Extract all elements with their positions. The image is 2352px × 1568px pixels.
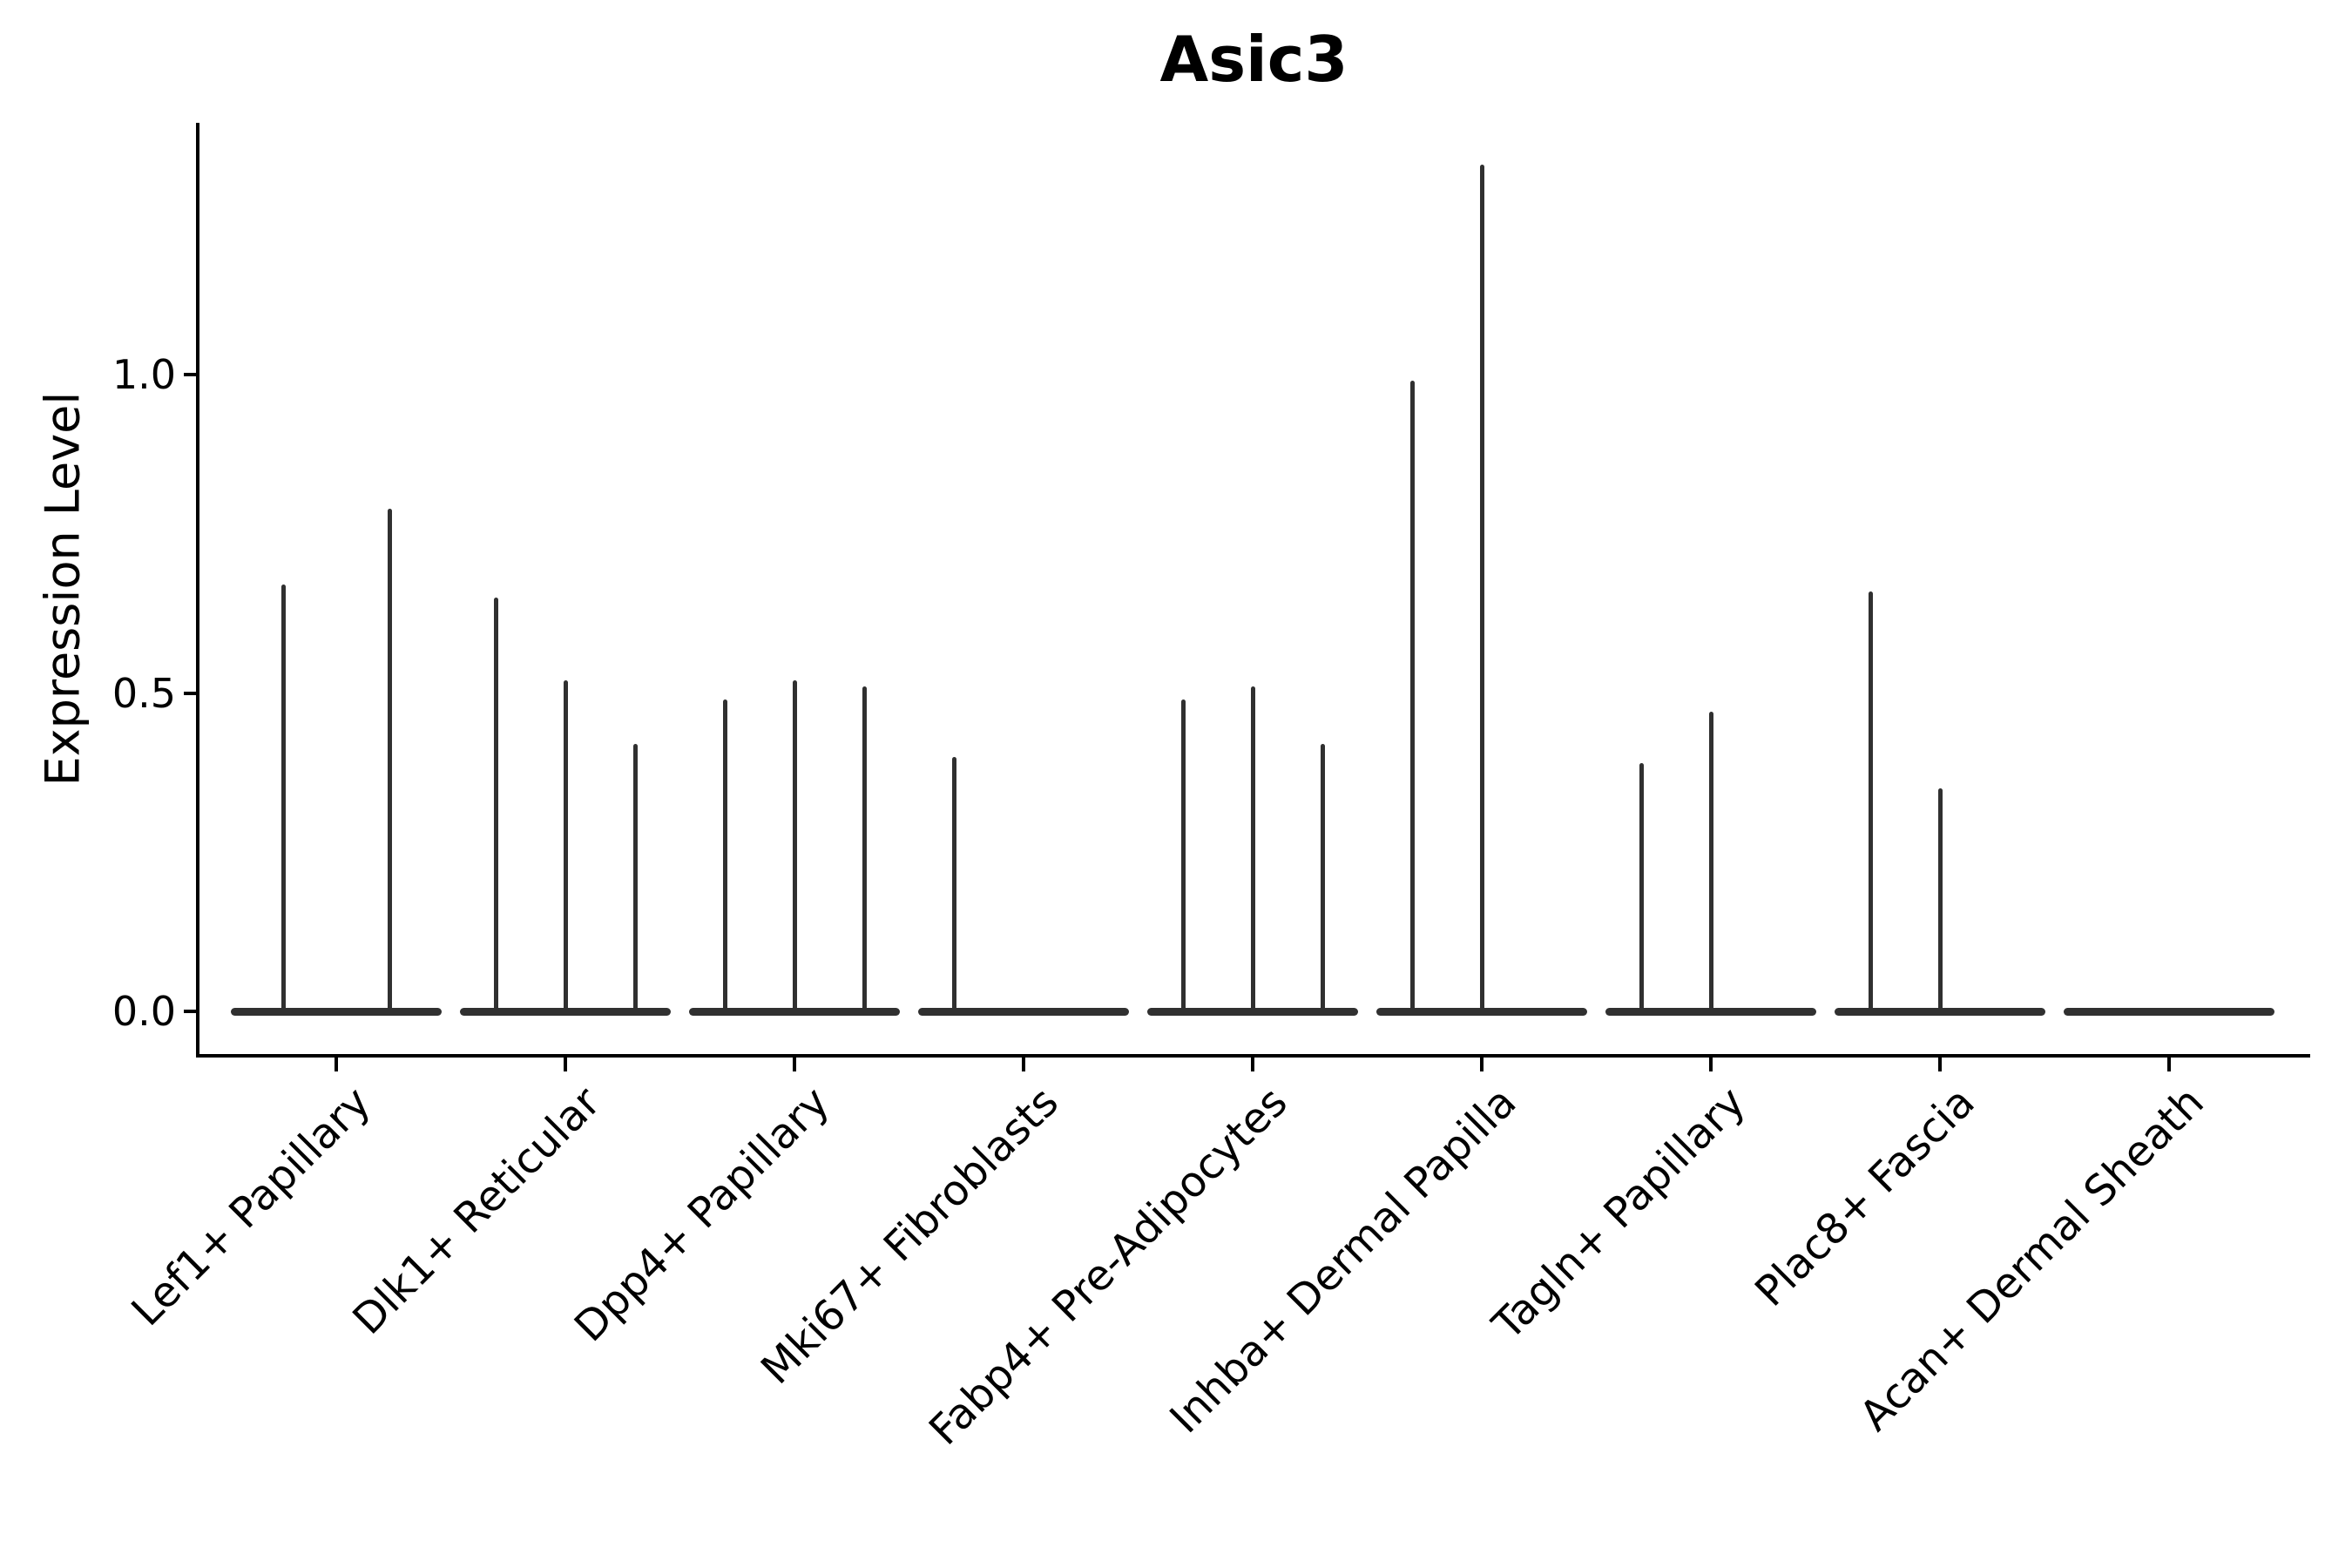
x-tick-label: Dpp4+ Papillary (564, 1078, 839, 1352)
violin-spike (281, 585, 286, 1013)
violin-spike (1251, 686, 1255, 1013)
violin-spike (1181, 700, 1186, 1013)
x-tick-mark (1480, 1058, 1484, 1071)
y-axis-spine (196, 123, 199, 1058)
x-axis-spine (196, 1054, 2310, 1058)
y-tick-mark (184, 692, 198, 695)
x-tick-mark (335, 1058, 338, 1071)
x-tick-mark (1938, 1058, 1942, 1071)
y-tick-label: 1.0 (112, 351, 176, 398)
y-tick-label: 0.5 (112, 670, 176, 717)
violin-zero-bar (2064, 1008, 2274, 1016)
violin-spike (1938, 788, 1943, 1013)
x-tick-label: Plac8+ Fascia (1746, 1078, 1984, 1316)
x-tick-label: Lef1+ Papillary (122, 1078, 381, 1336)
y-tick-mark (184, 373, 198, 376)
x-tick-mark (2167, 1058, 2171, 1071)
x-tick-mark (1709, 1058, 1713, 1071)
x-tick-mark (1022, 1058, 1025, 1071)
violin-spike (388, 509, 392, 1013)
plot-title: Asic3 (1159, 23, 1348, 96)
violin-spike (494, 598, 498, 1013)
y-tick-mark (184, 1010, 198, 1013)
violin-spike (633, 744, 638, 1013)
violin-spike (1480, 165, 1484, 1013)
violin-spike (564, 680, 568, 1013)
violin-spike (1639, 763, 1644, 1013)
violin-spike (1321, 744, 1325, 1013)
violin-zero-bar (918, 1008, 1129, 1016)
x-tick-label: Tagln+ Papillary (1484, 1078, 1755, 1349)
violin-spike (793, 680, 797, 1013)
x-tick-mark (1251, 1058, 1254, 1071)
violin-spike (952, 757, 956, 1013)
violin-spike (862, 686, 867, 1013)
x-tick-mark (793, 1058, 796, 1071)
violin-spike (1410, 381, 1415, 1013)
y-axis-label: Expression Level (35, 391, 91, 787)
violin-spike (1709, 712, 1713, 1013)
x-tick-mark (564, 1058, 567, 1071)
violin-zero-bar (231, 1008, 442, 1016)
x-tick-label: Dlk1+ Reticular (343, 1078, 610, 1344)
violin-spike (723, 700, 727, 1013)
y-tick-label: 0.0 (112, 988, 176, 1035)
violin-spike (1869, 591, 1873, 1013)
